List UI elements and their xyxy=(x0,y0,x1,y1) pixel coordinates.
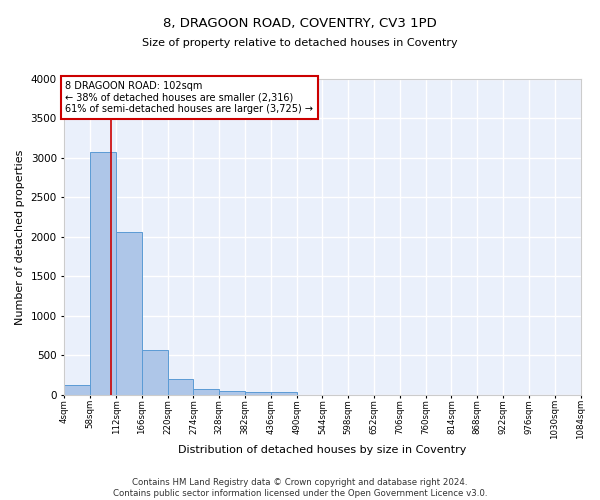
Text: Size of property relative to detached houses in Coventry: Size of property relative to detached ho… xyxy=(142,38,458,48)
Text: Contains HM Land Registry data © Crown copyright and database right 2024.
Contai: Contains HM Land Registry data © Crown c… xyxy=(113,478,487,498)
Bar xyxy=(219,390,245,395)
Bar xyxy=(271,392,296,395)
Bar xyxy=(245,392,271,395)
Bar xyxy=(116,232,142,395)
Y-axis label: Number of detached properties: Number of detached properties xyxy=(15,150,25,324)
X-axis label: Distribution of detached houses by size in Coventry: Distribution of detached houses by size … xyxy=(178,445,467,455)
Text: 8 DRAGOON ROAD: 102sqm
← 38% of detached houses are smaller (2,316)
61% of semi-: 8 DRAGOON ROAD: 102sqm ← 38% of detached… xyxy=(65,80,313,114)
Bar xyxy=(193,388,219,395)
Text: 8, DRAGOON ROAD, COVENTRY, CV3 1PD: 8, DRAGOON ROAD, COVENTRY, CV3 1PD xyxy=(163,18,437,30)
Bar xyxy=(64,384,90,395)
Bar xyxy=(167,379,193,395)
Bar xyxy=(142,350,167,395)
Bar xyxy=(90,152,116,395)
